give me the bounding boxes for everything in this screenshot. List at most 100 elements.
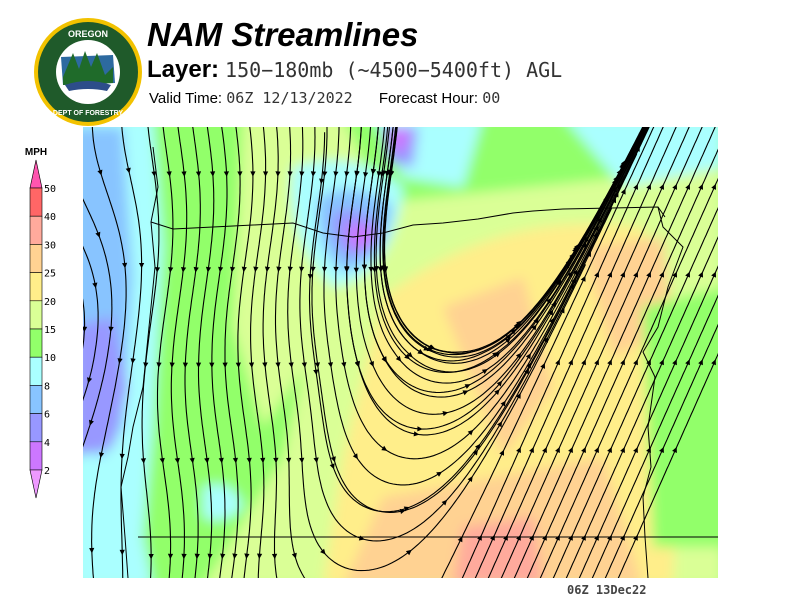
streamline-arrowhead bbox=[543, 336, 549, 343]
streamline-arrowhead bbox=[195, 171, 202, 177]
streamline-arrowhead bbox=[467, 429, 474, 436]
streamline-arrowhead bbox=[467, 476, 473, 482]
streamline-arrowhead bbox=[119, 549, 125, 556]
streamline-arrowhead bbox=[711, 359, 716, 366]
streamline-arrowhead bbox=[698, 183, 703, 190]
streamline-arrowhead bbox=[581, 359, 586, 366]
streamline-arrowhead bbox=[143, 362, 149, 368]
streamline-arrowhead bbox=[607, 359, 612, 366]
colorbar-band-40-50 bbox=[29, 187, 43, 217]
streamline-arrowhead bbox=[698, 359, 703, 366]
streamline-arrowhead bbox=[299, 457, 305, 464]
streamline-arrowhead bbox=[568, 534, 573, 541]
streamline-arrowhead bbox=[330, 456, 336, 463]
streamline-arrowhead bbox=[344, 171, 350, 177]
streamline-arrowhead bbox=[313, 457, 319, 464]
streamline-arrowhead bbox=[181, 171, 187, 177]
streamline-arrowhead bbox=[354, 170, 360, 177]
streamline-arrowhead bbox=[426, 346, 433, 352]
streamline-arrowhead bbox=[99, 452, 105, 458]
streamline bbox=[578, 265, 718, 578]
wind-zone-8-10 bbox=[203, 484, 243, 521]
streamline-arrowhead bbox=[477, 534, 482, 541]
streamline-arrowhead bbox=[571, 277, 576, 284]
streamline-arrowhead bbox=[130, 358, 136, 364]
streamline-arrowhead bbox=[354, 360, 360, 367]
streamline-arrowhead bbox=[275, 171, 281, 177]
streamline-arrowhead bbox=[594, 534, 599, 541]
streamline-arrowhead bbox=[551, 301, 557, 308]
streamline bbox=[83, 298, 86, 350]
streamline-arrowhead bbox=[327, 362, 333, 368]
streamline-arrowhead bbox=[620, 271, 625, 278]
streamline-arrowhead bbox=[299, 171, 305, 177]
streamline-arrowhead bbox=[371, 267, 378, 273]
streamline-arrowhead bbox=[194, 553, 200, 560]
streamline-arrowhead bbox=[276, 266, 282, 273]
streamline bbox=[500, 127, 703, 578]
streamline-arrowhead bbox=[218, 266, 224, 273]
wind-zone-8-10 bbox=[83, 528, 152, 578]
page-title: NAM Streamlines bbox=[147, 16, 419, 53]
streamline bbox=[323, 127, 650, 486]
streamline-arrowhead bbox=[271, 553, 278, 560]
streamline bbox=[379, 127, 644, 362]
streamline bbox=[237, 127, 254, 578]
streamline-arrowhead bbox=[542, 534, 547, 541]
wind-zone-8-10 bbox=[571, 127, 718, 187]
streamline-arrowhead bbox=[169, 362, 175, 368]
streamline-arrowhead bbox=[472, 449, 478, 456]
colorbar-band-10-15 bbox=[29, 328, 43, 358]
streamline-arrowhead bbox=[151, 171, 157, 177]
streamline-arrowhead bbox=[140, 458, 146, 464]
streamline-arrowhead bbox=[119, 453, 125, 460]
streamline-arrowhead bbox=[505, 334, 512, 340]
streamline-arrowhead bbox=[222, 362, 228, 368]
streamline-arrowhead bbox=[607, 447, 612, 453]
colorbar-tick-label: 15 bbox=[44, 325, 56, 336]
streamline-arrowhead bbox=[481, 369, 488, 375]
streamline-arrowhead bbox=[310, 171, 316, 177]
streamline bbox=[373, 127, 645, 374]
streamline-arrowhead bbox=[370, 168, 377, 175]
streamline-arrowhead bbox=[341, 362, 347, 368]
streamlines bbox=[83, 127, 718, 578]
streamline bbox=[565, 236, 718, 578]
valid-time-label: Valid Time: bbox=[149, 90, 223, 107]
valid-time-info: Valid Time: 06Z 12/13/2022 Forecast Hour… bbox=[149, 89, 500, 107]
streamline-arrowhead bbox=[620, 188, 626, 195]
streamline-arrowhead bbox=[436, 471, 443, 477]
streamline-arrowhead bbox=[417, 426, 423, 432]
streamline bbox=[461, 127, 664, 578]
streamline-arrowhead bbox=[555, 359, 560, 366]
streamline-arrowhead bbox=[381, 356, 387, 362]
streamline-arrowhead bbox=[237, 171, 243, 177]
streamline-arrowhead bbox=[322, 171, 328, 177]
streamline-arrowhead bbox=[442, 411, 449, 417]
model-run-timestamp: 06Z 13Dec22 bbox=[567, 583, 647, 597]
streamline-arrowhead bbox=[403, 506, 410, 512]
svg-text:DEPT OF FORESTRY: DEPT OF FORESTRY bbox=[53, 110, 123, 117]
streamline-arrowhead bbox=[223, 171, 229, 177]
streamline-arrowhead bbox=[494, 389, 500, 395]
streamline-arrowhead bbox=[381, 445, 388, 451]
streamline-arrowhead bbox=[89, 419, 94, 426]
streamline-arrowhead bbox=[490, 534, 495, 541]
streamline-arrowhead bbox=[457, 536, 463, 543]
streamline-arrowhead bbox=[672, 359, 677, 366]
colorbar-tick-label: 6 bbox=[44, 410, 50, 421]
streamline-arrowhead bbox=[555, 447, 560, 453]
streamline-arrowhead bbox=[344, 266, 350, 272]
streamline bbox=[91, 127, 127, 578]
streamline bbox=[539, 177, 718, 578]
streamline-arrowhead bbox=[193, 266, 199, 273]
streamline-arrowhead bbox=[264, 266, 270, 273]
colorbar-under-triangle bbox=[29, 469, 43, 499]
colorbar-band-15-20 bbox=[29, 300, 43, 330]
streamline-arrowhead bbox=[646, 183, 651, 190]
streamline-arrowhead bbox=[646, 359, 651, 366]
colorbar-tick-label: 2 bbox=[44, 466, 50, 477]
streamline bbox=[487, 127, 690, 578]
colorbar-tick-label: 25 bbox=[44, 269, 56, 280]
streamline-arrowhead bbox=[685, 183, 690, 190]
